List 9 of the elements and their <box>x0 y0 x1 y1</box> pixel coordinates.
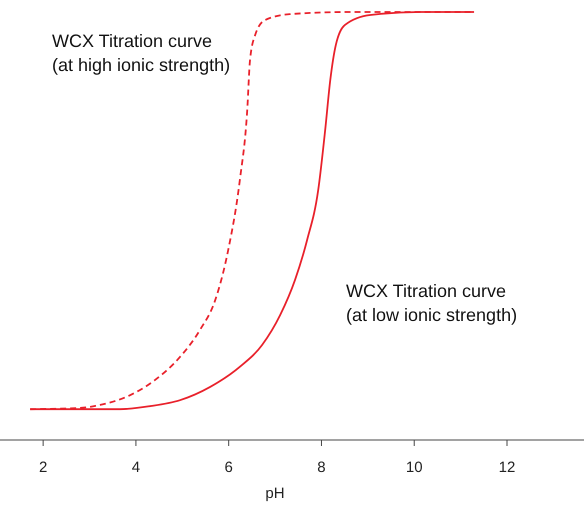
text: WCX Titration curve (at low ionic strength) <box>346 281 518 325</box>
x-tick-label: 12 <box>498 459 516 476</box>
x-tick-label: 4 <box>132 459 140 476</box>
x-tick-label: 6 <box>224 459 233 476</box>
x-axis-title: pH <box>265 485 285 502</box>
x-tick-label: 10 <box>406 459 423 476</box>
series-label: WCX Titration curve (at high ionic strength) <box>52 31 230 75</box>
x-tick-label: 8 <box>317 459 326 476</box>
x-tick-label: 2 <box>38 459 48 476</box>
